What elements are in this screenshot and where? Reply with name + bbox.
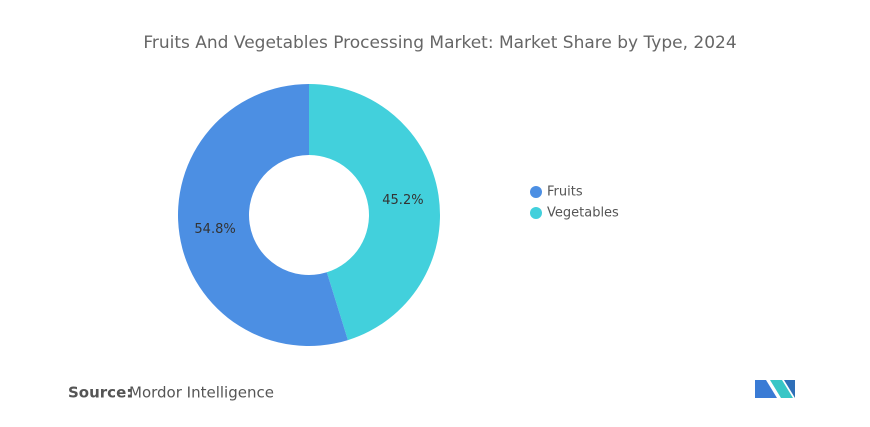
logo-part xyxy=(755,380,777,398)
legend-swatch xyxy=(530,207,542,219)
donut-slice xyxy=(309,84,440,341)
source-name: Mordor Intelligence xyxy=(129,384,274,402)
data-label: 54.8% xyxy=(194,222,235,237)
logo-part xyxy=(784,380,795,398)
chart-title: Fruits And Vegetables Processing Market:… xyxy=(143,33,736,53)
source-label: Source: xyxy=(68,384,132,402)
legend-swatch xyxy=(530,186,542,198)
logo-part xyxy=(770,380,793,398)
legend-label: Vegetables xyxy=(547,206,619,221)
logo xyxy=(755,380,795,398)
data-label: 45.2% xyxy=(382,193,423,208)
donut-slice xyxy=(177,84,348,346)
legend-label: Fruits xyxy=(547,185,583,200)
